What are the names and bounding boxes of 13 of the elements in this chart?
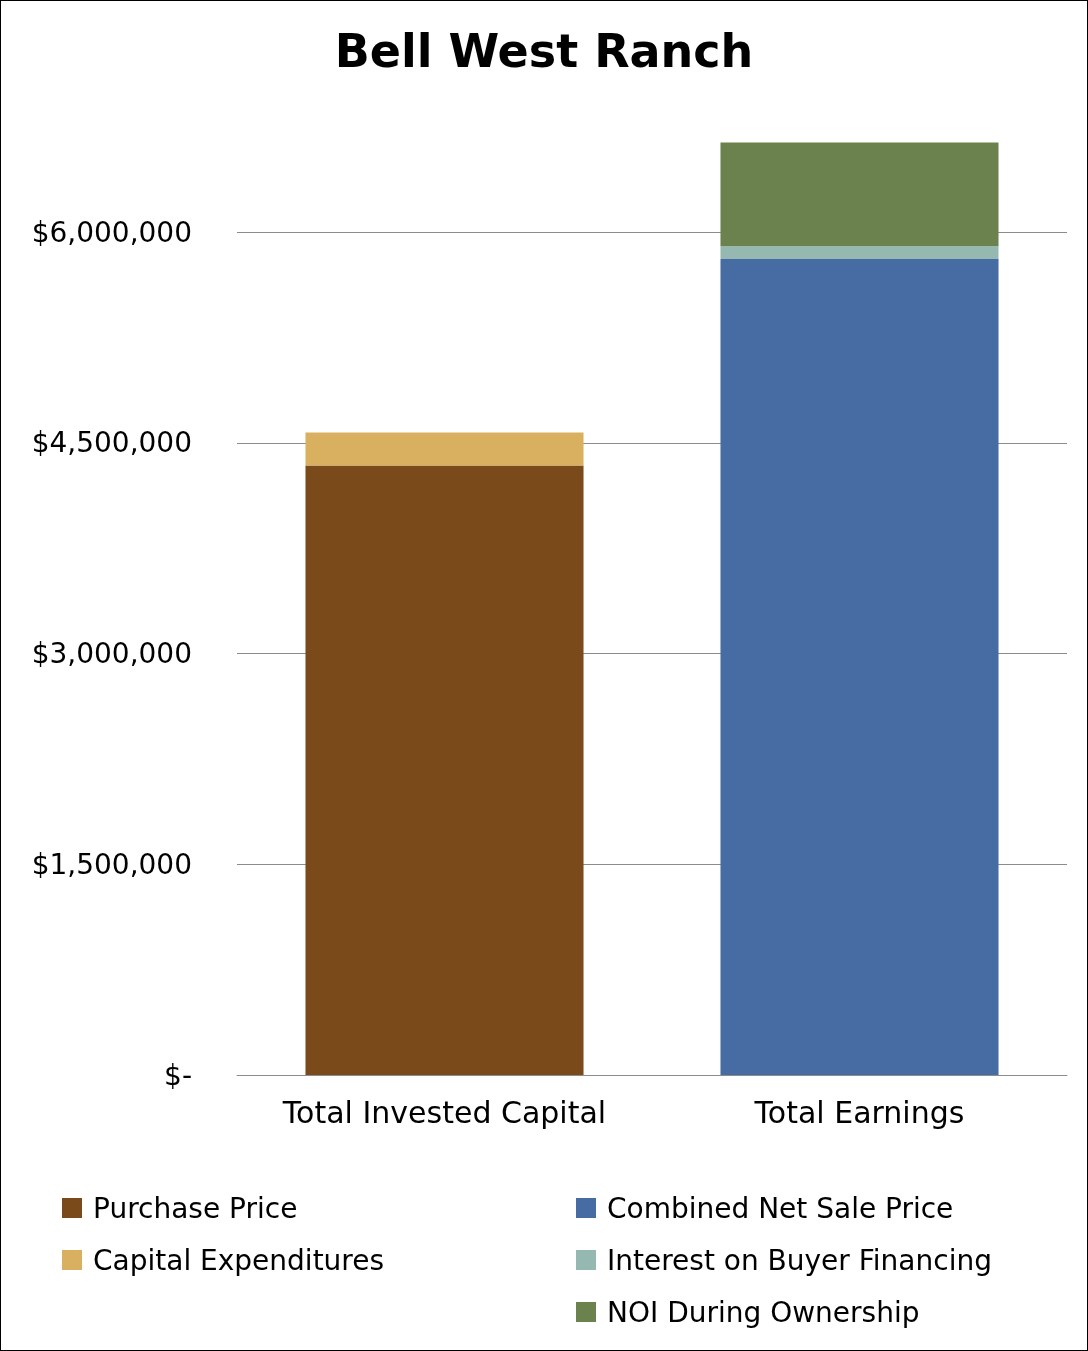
- legend-label: Purchase Price: [93, 1191, 298, 1225]
- legend-label: Interest on Buyer Financing: [607, 1243, 992, 1277]
- legend-label: Capital Expenditures: [93, 1243, 385, 1277]
- chart-title: Bell West Ranch: [334, 24, 754, 78]
- legend-label: Combined Net Sale Price: [607, 1191, 954, 1225]
- y-tick-label: $-: [164, 1058, 192, 1092]
- x-tick-label: Total Earnings: [753, 1094, 965, 1130]
- y-tick-label: $6,000,000: [31, 215, 192, 249]
- y-tick-label: $4,500,000: [31, 426, 192, 460]
- y-tick-label: $1,500,000: [31, 847, 192, 881]
- x-tick-label: Total Invested Capital: [281, 1094, 607, 1130]
- legend-label: NOI During Ownership: [607, 1295, 920, 1329]
- y-tick-label: $3,000,000: [31, 637, 192, 671]
